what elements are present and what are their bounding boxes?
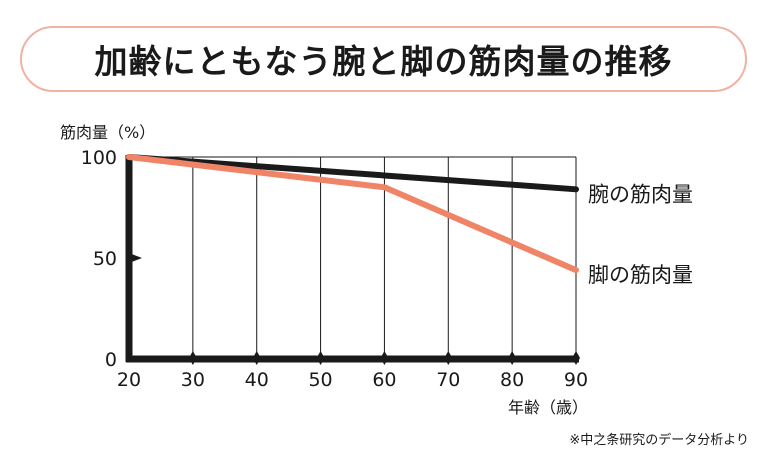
series-lines (126, 154, 579, 274)
x-tick-label: 60 (372, 369, 396, 391)
source-note: ※中之条研究のデータ分析より (569, 433, 749, 448)
y-tick-label: 50 (93, 248, 117, 270)
series-line-arm (126, 154, 579, 193)
x-axis-label: 年齢（歳） (508, 398, 588, 417)
series-label: 腕の筋肉量 (588, 182, 693, 206)
y-axis-label: 筋肉量（%） (60, 123, 155, 142)
grid-lines (129, 156, 577, 359)
series-line-leg (126, 154, 579, 274)
series-label: 脚の筋肉量 (588, 263, 693, 287)
x-tick-label: 70 (436, 369, 460, 391)
title-banner: 加齢にともなう腕と脚の筋肉量の推移 (20, 26, 747, 92)
chart-title: 加齢にともなう腕と脚の筋肉量の推移 (94, 42, 673, 81)
x-tick-label: 30 (181, 369, 205, 391)
x-tick-label: 90 (564, 369, 588, 391)
y-tick-label: 0 (105, 349, 117, 371)
y-tick-label: 100 (81, 147, 117, 169)
x-tick-label: 80 (500, 369, 524, 391)
x-tick-label: 20 (117, 369, 141, 391)
x-tick-label: 40 (245, 369, 269, 391)
x-tick-label: 50 (308, 369, 332, 391)
axes (125, 155, 580, 365)
